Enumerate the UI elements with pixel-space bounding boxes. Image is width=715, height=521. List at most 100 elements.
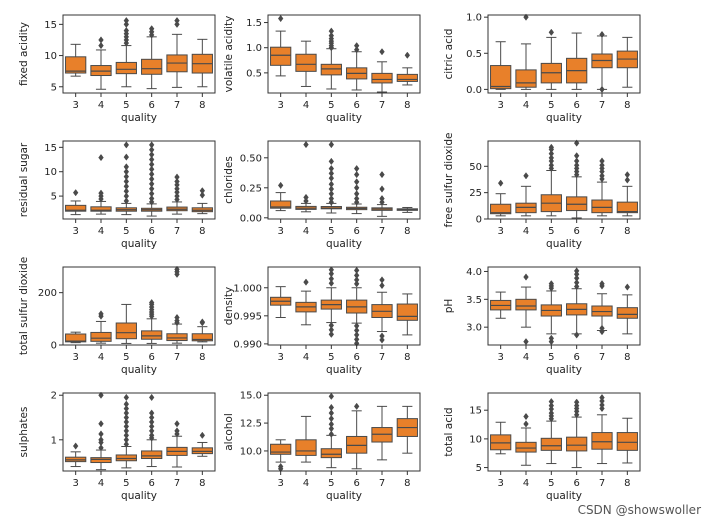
outlier-point — [174, 20, 180, 28]
axes-frame — [487, 266, 641, 346]
outlier-point — [174, 427, 180, 435]
outlier-point — [98, 436, 104, 444]
y-axis-label: volatile acidity — [223, 16, 235, 93]
y-tick-label: 0 — [51, 341, 57, 352]
outlier-point — [148, 165, 155, 173]
outlier-point — [123, 393, 130, 402]
outlier-point — [353, 402, 360, 410]
box-quality-6 — [566, 267, 588, 339]
iqr-box — [295, 53, 317, 72]
y-axis-label: chlorides — [223, 156, 235, 204]
outlier-point — [148, 194, 155, 203]
outlier-point — [277, 14, 284, 23]
subplot-sulphates: 3 4 5 6 7 8 1 2 quality sulphates — [18, 391, 216, 502]
x-tick-label: 4 — [98, 478, 104, 489]
outlier-point — [123, 177, 130, 186]
outlier-point — [303, 193, 309, 202]
outlier-point — [98, 36, 104, 44]
x-tick-label: 5 — [123, 352, 129, 363]
iqr-box — [540, 437, 562, 451]
outlier-point — [98, 153, 104, 162]
outlier-point — [379, 332, 385, 340]
x-axis-label: quality — [121, 364, 157, 376]
outlier-point — [174, 192, 180, 200]
iqr-box — [115, 61, 137, 75]
y-tick-label: 10 — [44, 167, 57, 178]
outlier-point — [199, 187, 206, 195]
box-quality-4 — [90, 36, 112, 90]
box-quality-7 — [371, 48, 393, 93]
y-tick-label: 15.0 — [240, 391, 262, 402]
y-tick-label: 1.000 — [233, 283, 262, 294]
outlier-point — [328, 174, 335, 182]
outlier-point — [624, 171, 631, 179]
outlier-point — [523, 338, 529, 346]
x-tick-label: 8 — [199, 352, 205, 363]
box-quality-5 — [540, 28, 562, 90]
x-axis-label: quality — [546, 490, 582, 502]
outlier-point — [123, 404, 130, 413]
outlier-point — [328, 330, 335, 338]
x-tick-label: 5 — [548, 100, 554, 111]
x-tick-label: 6 — [148, 100, 154, 111]
outlier-point — [599, 393, 605, 402]
outlier-point — [548, 143, 555, 151]
y-tick-label: 50 — [469, 162, 482, 173]
outlier-point — [328, 266, 335, 274]
outlier-point — [573, 267, 580, 275]
outlier-point — [353, 194, 360, 203]
outlier-point — [174, 265, 180, 273]
box-quality-8 — [616, 283, 638, 335]
y-tick-label: 0.995 — [233, 311, 262, 322]
outlier-point — [353, 190, 360, 198]
outlier-point — [379, 276, 385, 284]
outlier-point — [353, 322, 360, 330]
outlier-point — [199, 318, 206, 326]
iqr-box — [566, 436, 588, 452]
outlier-point — [328, 194, 335, 203]
y-tick-label: 15 — [44, 20, 57, 31]
outlier-point — [123, 197, 130, 205]
outlier-point — [599, 30, 605, 39]
box-quality-8 — [396, 206, 418, 213]
outlier-point — [548, 409, 555, 417]
subplot-total-acid: 3 4 5 6 7 8 5 10 15 quality total acid — [443, 392, 641, 502]
box-quality-3 — [490, 41, 512, 90]
iqr-box — [616, 307, 638, 319]
x-tick-label: 4 — [98, 100, 104, 111]
outlier-point — [523, 412, 529, 421]
outlier-point — [174, 173, 180, 181]
x-tick-label: 8 — [404, 478, 410, 489]
box-quality-3 — [65, 43, 87, 77]
box-quality-7 — [166, 16, 188, 88]
box-quality-6 — [346, 402, 368, 470]
box-quality-6 — [346, 164, 368, 215]
subplot-pH: 3 4 5 6 7 8 3.0 3.5 4.0 quality pH — [443, 266, 641, 376]
iqr-box — [396, 73, 418, 82]
x-axis-label: quality — [546, 112, 582, 124]
iqr-box — [115, 454, 137, 462]
outlier-point — [328, 279, 335, 287]
box-quality-7 — [166, 420, 188, 468]
y-tick-label: 12.5 — [240, 419, 262, 430]
outlier-point — [548, 397, 555, 406]
box-quality-3 — [270, 439, 292, 473]
outlier-point — [174, 313, 180, 322]
outlier-point — [548, 402, 555, 410]
x-tick-label: 6 — [148, 478, 154, 489]
subplot-free-sulfur-dioxide: 3 4 5 6 7 8 0 25 50 quality free sulfur dioxide — [443, 132, 641, 250]
outlier-point — [353, 266, 360, 274]
outlier-point — [497, 179, 504, 187]
axes-frame — [267, 392, 421, 472]
box-quality-7 — [166, 265, 188, 344]
y-tick-label: 10.0 — [240, 446, 262, 457]
x-tick-label: 8 — [624, 478, 630, 489]
outlier-point — [353, 46, 360, 54]
x-tick-label: 5 — [328, 226, 334, 237]
y-tick-label: 15 — [469, 406, 482, 417]
outlier-point — [353, 178, 360, 186]
outlier-point — [599, 401, 605, 409]
box-quality-6 — [566, 139, 588, 219]
box-quality-3 — [490, 421, 512, 455]
iqr-box — [115, 322, 137, 340]
